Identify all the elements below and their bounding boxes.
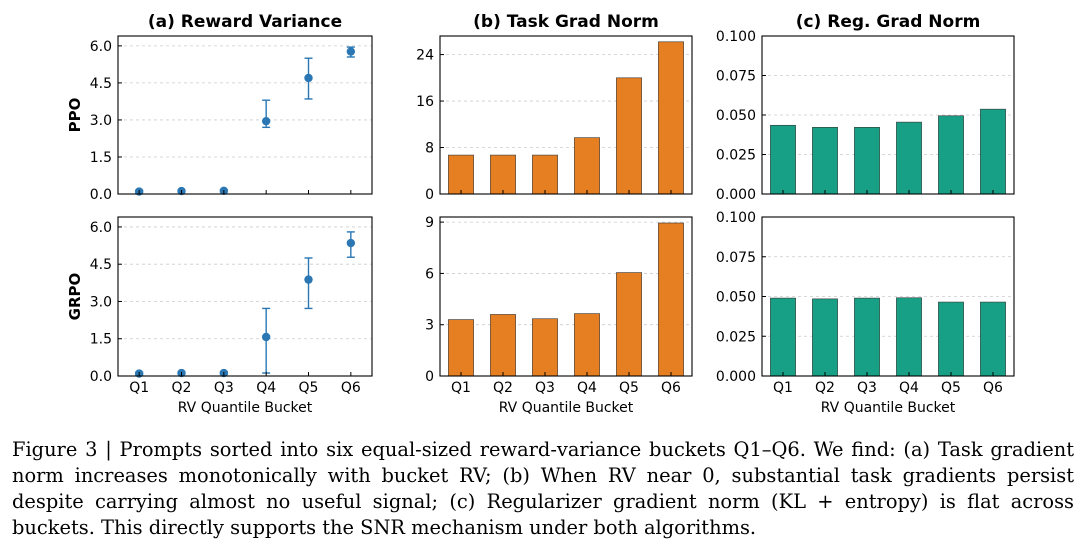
x-tick-label: Q2 [493, 380, 513, 396]
point-q6 [346, 238, 356, 248]
axes-frame [439, 216, 693, 377]
row-label: GRPO [66, 273, 84, 321]
axes-frame [761, 35, 1015, 195]
y-tick-label: 0.0 [90, 187, 112, 203]
x-tick-label: Q6 [661, 380, 681, 396]
bar-q4 [896, 121, 922, 195]
bar-q2 [812, 127, 838, 195]
bar-q6 [980, 301, 1006, 377]
y-tick-label: 16 [416, 94, 434, 110]
x-tick-label: Q5 [619, 380, 639, 396]
y-tick-label: 0.025 [716, 329, 756, 345]
row-label: PPO [66, 98, 84, 133]
point-q5 [304, 275, 313, 284]
point-q4 [261, 332, 271, 342]
bar-q6 [658, 222, 684, 377]
bar-q6 [658, 41, 684, 195]
x-tick-label: Q4 [577, 380, 597, 396]
y-tick-label: 0.050 [716, 108, 756, 124]
x-tick-label: Q1 [129, 380, 149, 396]
x-tick-label: Q5 [299, 380, 319, 396]
bar-q5 [616, 272, 642, 377]
y-tick-label: 1.5 [90, 332, 112, 348]
bar-q2 [490, 154, 516, 195]
point-q4 [261, 116, 271, 126]
bar-q1 [448, 154, 474, 195]
bar-q1 [770, 124, 796, 195]
axes-frame [117, 216, 373, 377]
axes-frame [761, 216, 1015, 377]
x-tick-label: Q6 [341, 380, 361, 396]
y-tick-label: 0 [425, 187, 434, 203]
x-tick-label: Q3 [857, 380, 877, 396]
subplot-title: (b) Task Grad Norm [473, 12, 659, 32]
bar-q1 [448, 319, 474, 377]
bar-q3 [532, 318, 558, 377]
y-tick-label: 3.0 [90, 294, 112, 310]
y-tick-label: 1.5 [90, 150, 112, 166]
bar-q5 [616, 77, 642, 195]
subplot-ppo-b: 0 8 16 24 (b) Task Grad Norm [416, 12, 693, 203]
bar-q3 [532, 154, 558, 195]
subplot-grpo-a: 0.0 1.5 3.0 4.5 6.0 Q1 Q2 Q3 Q4 Q5 Q6 RV Quantile B… [66, 216, 373, 416]
bar-q5 [938, 301, 964, 377]
y-tick-label: 3 [425, 318, 434, 334]
y-tick-label: 0.050 [716, 290, 756, 306]
axes-frame [439, 35, 693, 195]
y-tick-label: 0.100 [716, 29, 756, 45]
bar-q3 [854, 297, 880, 377]
y-tick-label: 0.0 [90, 369, 112, 385]
x-tick-label: Q3 [535, 380, 555, 396]
bar-q4 [574, 313, 600, 377]
point-q6 [346, 47, 356, 56]
subplot-title: (a) Reward Variance [148, 12, 342, 32]
bar-q6 [980, 108, 1006, 195]
y-tick-label: 8 [425, 141, 434, 157]
axes-frame [117, 35, 373, 195]
y-tick-label: 0.100 [716, 210, 756, 226]
y-tick-label: 3.0 [90, 113, 112, 129]
subplot-grpo-c: 0.000 0.025 0.050 0.075 0.100 Q1 Q2 Q3 Q4 Q5 Q6 RV … [716, 210, 1015, 416]
bar-q2 [812, 298, 838, 377]
x-axis-label: RV Quantile Bucket [821, 400, 956, 416]
x-tick-label: Q2 [172, 380, 192, 396]
x-tick-label: Q4 [256, 380, 276, 396]
bar-q4 [896, 297, 922, 377]
bar-q1 [770, 297, 796, 377]
x-tick-label: Q1 [773, 380, 793, 396]
y-tick-label: 0 [425, 369, 434, 385]
x-tick-label: Q4 [899, 380, 919, 396]
figure-caption: Figure 3 | Prompts sorted into six equal… [12, 438, 1074, 539]
x-axis-label: RV Quantile Bucket [499, 400, 634, 416]
y-tick-label: 0.000 [716, 369, 756, 385]
bar-q3 [854, 127, 880, 195]
y-tick-label: 9 [425, 215, 434, 231]
figure-3-chart-grid: 0.0 1.5 3.0 4.5 6.0 (a) Reward Variance PPO 0 8 1… [66, 12, 1015, 416]
bar-q2 [490, 314, 516, 377]
y-tick-label: 4.5 [90, 76, 112, 92]
y-tick-label: 0.000 [716, 187, 756, 203]
subplot-grpo-b: 0 3 6 9 Q1 Q2 Q3 Q4 Q5 Q6 RV Quantile Bucket [425, 215, 693, 416]
x-tick-label: Q5 [941, 380, 961, 396]
y-tick-label: 0.025 [716, 148, 756, 164]
y-tick-label: 6 [425, 266, 434, 282]
x-tick-label: Q1 [451, 380, 471, 396]
y-tick-label: 6.0 [90, 220, 112, 236]
bar-q4 [574, 137, 600, 195]
point-q5 [304, 73, 313, 83]
subplot-ppo-c: 0.000 0.025 0.050 0.075 0.100 (c) Reg. Grad N… [716, 12, 1015, 203]
x-tick-label: Q6 [983, 380, 1003, 396]
y-tick-label: 24 [416, 48, 434, 64]
subplot-title: (c) Reg. Grad Norm [796, 12, 981, 32]
y-tick-label: 6.0 [90, 39, 112, 55]
x-tick-label: Q3 [214, 380, 234, 396]
y-tick-label: 0.075 [716, 69, 756, 85]
bar-q5 [938, 115, 964, 195]
y-tick-label: 4.5 [90, 257, 112, 273]
y-tick-label: 0.075 [716, 250, 756, 266]
x-tick-label: Q2 [815, 380, 835, 396]
subplot-ppo-a: 0.0 1.5 3.0 4.5 6.0 (a) Reward Variance PPO [66, 12, 373, 203]
x-axis-label: RV Quantile Bucket [178, 400, 313, 416]
